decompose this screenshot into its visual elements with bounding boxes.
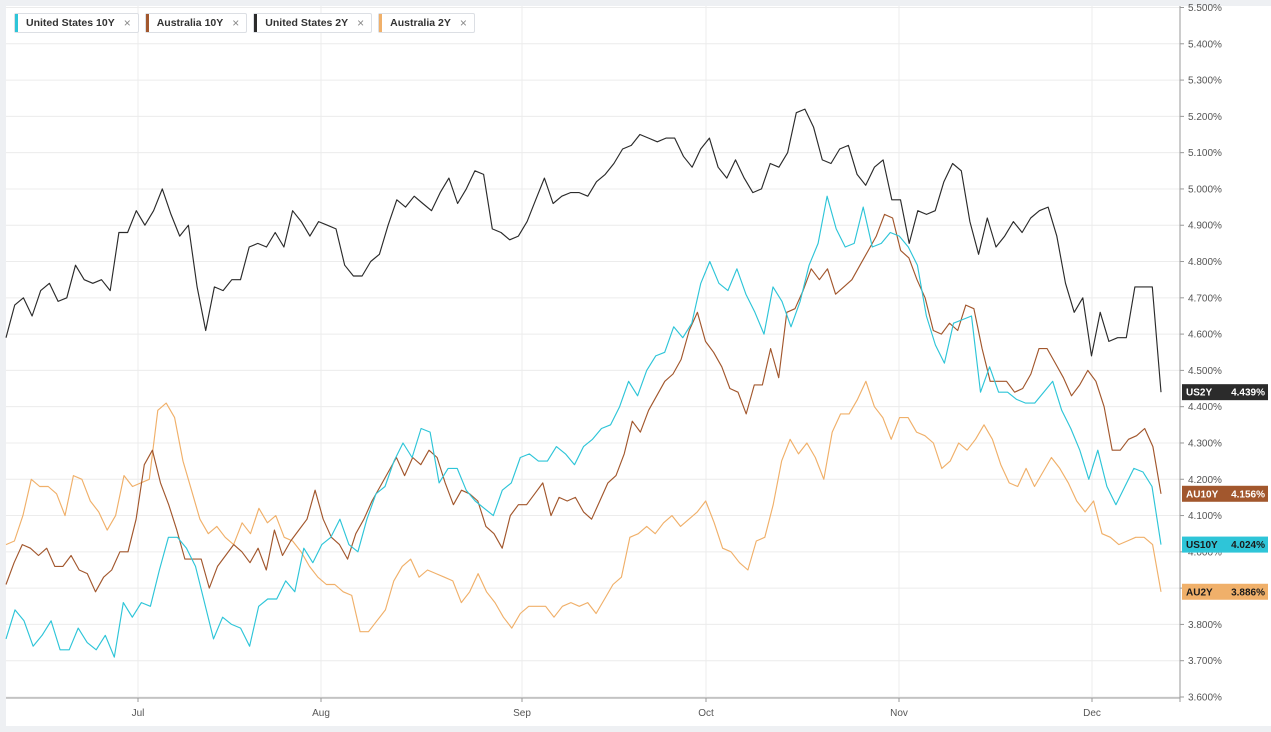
y-tick-label: 4.600% xyxy=(1188,330,1222,341)
y-tick-label: 4.000% xyxy=(1188,547,1222,558)
legend-label: Australia 2Y xyxy=(390,17,451,29)
x-tick-label: Sep xyxy=(513,708,531,719)
series-lines xyxy=(5,108,1162,658)
flag-value-label: 3.886% xyxy=(1231,587,1265,598)
y-tick-label: 4.800% xyxy=(1188,257,1222,268)
y-tick-label: 4.700% xyxy=(1188,293,1222,304)
x-tick-label: Jul xyxy=(132,708,145,719)
legend-label: Australia 10Y xyxy=(156,17,224,29)
legend-chip-australia-10y[interactable]: Australia 10Y × xyxy=(144,13,248,33)
flag-value-label: 4.156% xyxy=(1231,489,1265,500)
flag-series-label: US10Y xyxy=(1186,540,1218,551)
grid-lines xyxy=(6,6,1180,698)
legend-chip-australia-2y[interactable]: Australia 2Y × xyxy=(378,13,475,33)
series-line-au10y[interactable] xyxy=(5,213,1162,593)
y-tick-label: 5.200% xyxy=(1188,112,1222,123)
close-icon[interactable]: × xyxy=(232,16,240,30)
series-line-au2y[interactable] xyxy=(5,380,1162,633)
flag-background xyxy=(1182,583,1268,600)
flag-background xyxy=(1182,384,1268,401)
legend-chip-united-states-2y[interactable]: United States 2Y × xyxy=(253,13,373,33)
y-tick-label: 4.500% xyxy=(1188,366,1222,377)
x-tick-label: Dec xyxy=(1083,708,1101,719)
legend-swatch xyxy=(15,14,18,32)
flag-background xyxy=(1182,536,1268,553)
y-tick-label: 3.600% xyxy=(1188,693,1222,704)
y-tick-label: 4.900% xyxy=(1188,221,1222,232)
last-value-flags: US10Y 4.024% AU10Y 4.156% US2Y 4.439% AU2Y 3.88… xyxy=(1182,384,1268,600)
y-tick-label: 5.500% xyxy=(1188,3,1222,14)
y-tick-label: 4.300% xyxy=(1188,438,1222,449)
flag-value-label: 4.024% xyxy=(1231,540,1265,551)
legend-swatch xyxy=(379,14,383,32)
legend-chip-united-states-10y[interactable]: United States 10Y × xyxy=(14,13,139,33)
legend-label: United States 10Y xyxy=(26,17,115,29)
legend-swatch xyxy=(145,14,149,32)
close-icon[interactable]: × xyxy=(123,16,131,30)
flag-au10y: AU10Y 4.156% xyxy=(1182,485,1268,502)
y-tick-label: 4.400% xyxy=(1188,402,1222,413)
close-icon[interactable]: × xyxy=(357,16,365,30)
y-tick-label: 3.800% xyxy=(1188,620,1222,631)
flag-au2y: AU2Y 3.886% xyxy=(1182,583,1268,600)
y-tick-label: 5.000% xyxy=(1188,184,1222,195)
flag-series-label: AU10Y xyxy=(1186,489,1219,500)
flag-us10y: US10Y 4.024% xyxy=(1182,536,1268,553)
x-tick-label: Oct xyxy=(698,708,714,719)
y-tick-label: 4.200% xyxy=(1188,475,1222,486)
series-line-us2y[interactable] xyxy=(5,108,1162,393)
y-tick-label: 5.100% xyxy=(1188,148,1222,159)
x-tick-label: Aug xyxy=(312,708,330,719)
legend-label: United States 2Y xyxy=(265,17,349,29)
series-line-us10y[interactable] xyxy=(5,195,1162,658)
y-tick-label: 3.700% xyxy=(1188,656,1222,667)
y-tick-label: 5.400% xyxy=(1188,39,1222,50)
axes: 5.500% 5.400% 5.300% 5.200% 5.100% 5.000% 4.90… xyxy=(6,3,1222,719)
legend: United States 10Y × Australia 10Y × Unit… xyxy=(14,13,475,33)
x-tick-label: Nov xyxy=(890,708,908,719)
flag-series-label: AU2Y xyxy=(1186,587,1213,598)
flag-value-label: 4.439% xyxy=(1231,388,1265,399)
y-tick-label: 5.300% xyxy=(1188,76,1222,87)
flag-background xyxy=(1182,485,1268,502)
close-icon[interactable]: × xyxy=(459,16,467,30)
flag-series-label: US2Y xyxy=(1186,388,1212,399)
y-tick-label: 4.100% xyxy=(1188,511,1222,522)
flag-us2y: US2Y 4.439% xyxy=(1182,384,1268,401)
legend-swatch xyxy=(254,14,258,32)
